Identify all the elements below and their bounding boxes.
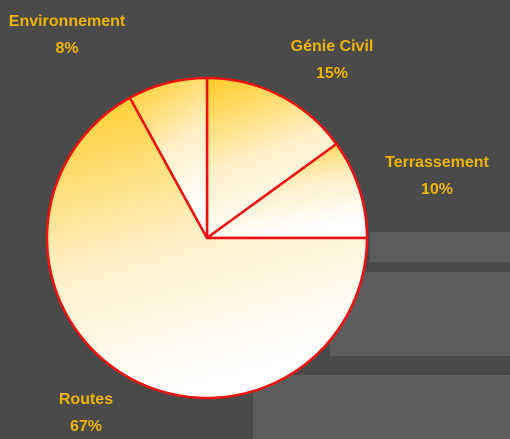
slice-label: Routes (59, 391, 113, 408)
slice-value-label: 15% (316, 65, 348, 82)
pie-slice (205, 76, 338, 240)
backdrop-band (370, 232, 510, 262)
slice-value-label: 10% (421, 181, 453, 198)
slice-value-label: 8% (55, 40, 78, 57)
pie-slice (205, 142, 369, 240)
pie-slice (128, 76, 209, 240)
slice-label: Terrassement (385, 154, 489, 171)
slice-label: Génie Civil (291, 38, 374, 55)
slice-value-label: 67% (70, 418, 102, 435)
backdrop-band (253, 375, 510, 439)
pie-slice (45, 96, 369, 400)
slice-label: Environnement (9, 13, 126, 30)
